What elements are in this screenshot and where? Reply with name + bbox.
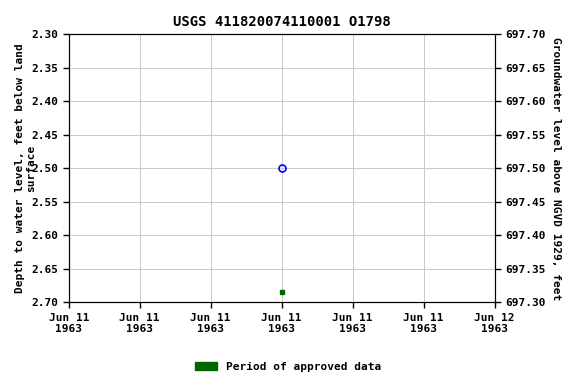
Y-axis label: Depth to water level, feet below land
surface: Depth to water level, feet below land su… (15, 43, 37, 293)
Title: USGS 411820074110001 O1798: USGS 411820074110001 O1798 (173, 15, 391, 29)
Y-axis label: Groundwater level above NGVD 1929, feet: Groundwater level above NGVD 1929, feet (551, 37, 561, 300)
Legend: Period of approved data: Period of approved data (191, 358, 385, 377)
